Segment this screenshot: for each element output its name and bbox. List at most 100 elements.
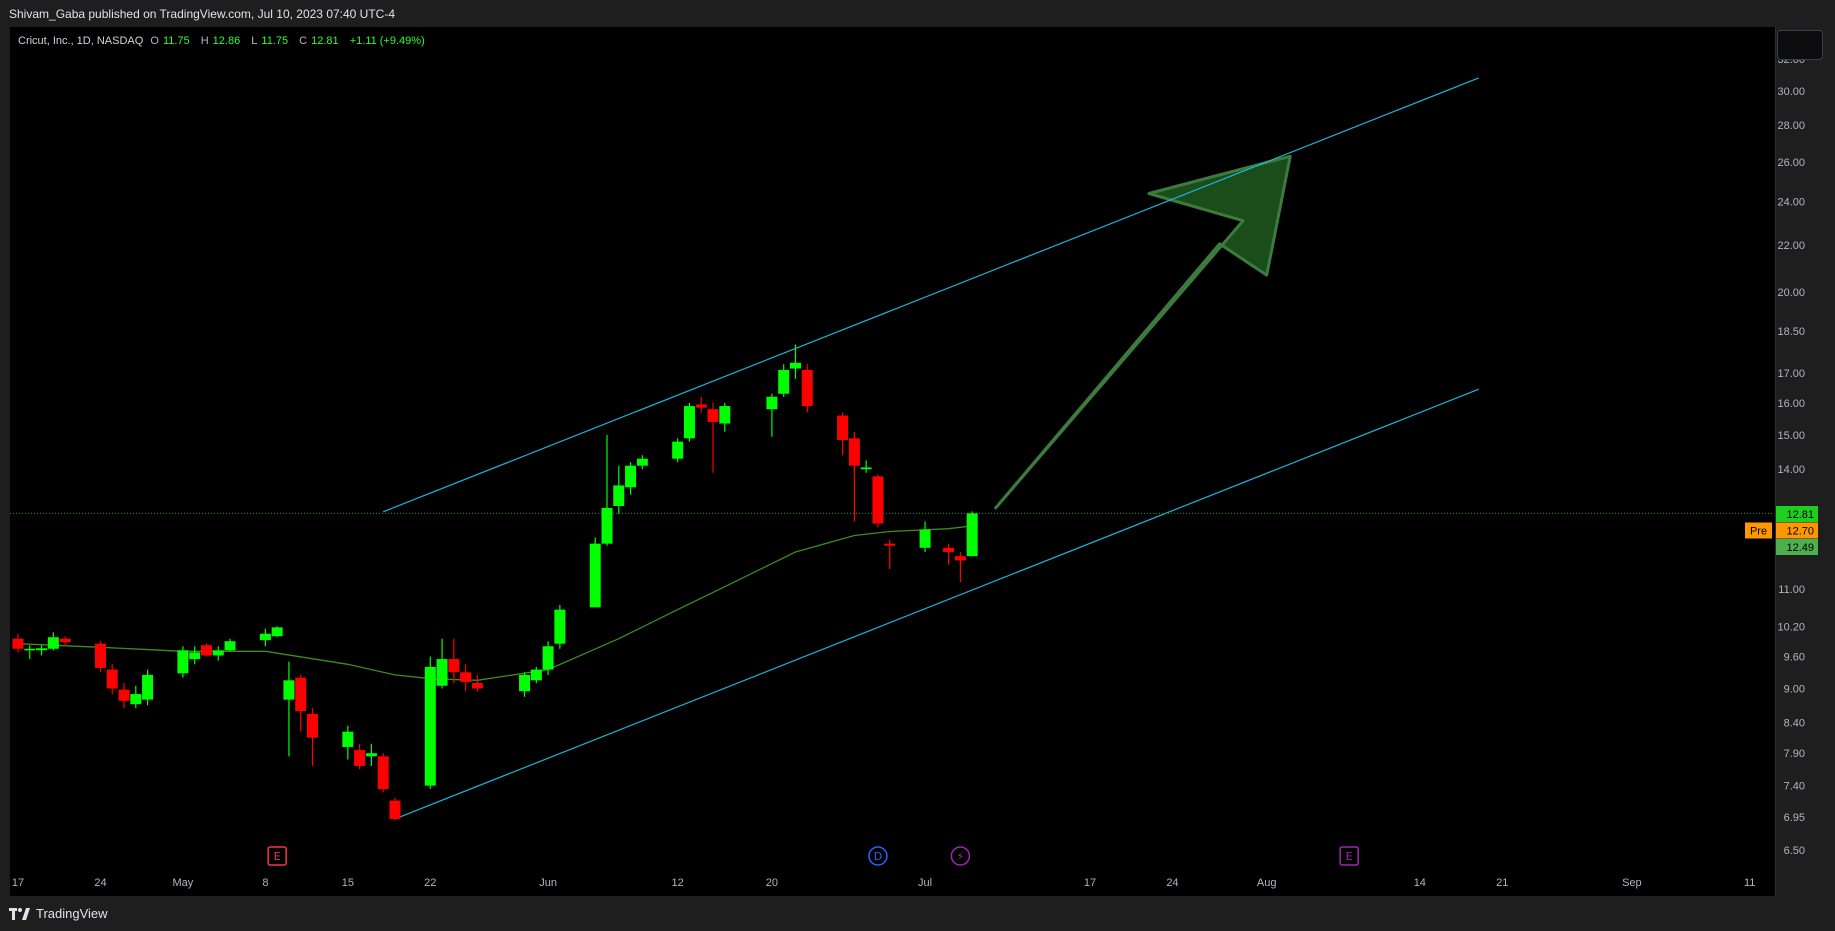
candle-body — [789, 362, 801, 369]
candle-body — [118, 689, 130, 701]
trend-channel[interactable] — [382, 77, 1479, 820]
x-tick-label: Sep — [1622, 877, 1642, 889]
x-tick-label: 22 — [424, 877, 436, 889]
candle-body — [672, 441, 684, 459]
candle — [860, 460, 872, 473]
candle-body — [860, 467, 872, 470]
candle — [837, 412, 849, 456]
candle-body — [448, 659, 460, 673]
event-marker-label: E — [274, 850, 281, 863]
candle — [625, 462, 637, 495]
candle-body — [954, 556, 966, 561]
candle — [789, 344, 801, 379]
arrow-drawing[interactable] — [994, 154, 1292, 510]
event-marker-label: E — [1346, 850, 1353, 863]
x-tick-label: 24 — [94, 877, 106, 889]
candle — [554, 604, 566, 649]
candle-body — [554, 609, 566, 644]
up-arrow-shape — [994, 154, 1292, 510]
candle-body — [24, 648, 36, 651]
candle-body — [354, 750, 366, 766]
candle — [118, 683, 130, 709]
event-marker: E — [267, 846, 287, 866]
candle-body — [943, 547, 955, 552]
x-tick-label: Jul — [918, 877, 932, 889]
y-tick-label: 6.95 — [1784, 812, 1805, 824]
y-tick-label: 17.00 — [1777, 368, 1805, 380]
moving-average — [17, 525, 973, 681]
ohlc-high: H 12.86 — [200, 35, 241, 47]
event-markers[interactable]: E D ⚡ E — [267, 846, 1359, 866]
ohlc-close: C 12.81 — [299, 35, 339, 47]
x-tick-label: 8 — [262, 877, 268, 889]
candle — [954, 551, 966, 583]
channel-upper-line — [382, 77, 1479, 513]
candle-body — [919, 529, 931, 548]
x-tick-label: Jun — [539, 877, 557, 889]
price-axis[interactable]: 6.506.957.407.908.409.009.6010.2011.0012… — [1777, 54, 1805, 857]
candle-body — [613, 485, 625, 507]
y-tick-label: 7.40 — [1784, 781, 1805, 793]
y-tick-label: 18.50 — [1777, 326, 1805, 338]
candle — [695, 396, 707, 413]
event-marker-label: D — [874, 850, 882, 863]
candle-body — [683, 406, 695, 439]
y-tick-label: 28.00 — [1777, 120, 1805, 132]
candle-body — [424, 666, 436, 786]
candle — [884, 539, 896, 570]
candle-body — [259, 633, 271, 641]
change-value: +1.11 (+9.49%) — [349, 35, 425, 47]
candle — [59, 636, 71, 647]
y-tick-label: 15.00 — [1777, 430, 1805, 442]
x-tick-label: 12 — [672, 877, 684, 889]
candle — [389, 797, 401, 821]
y-tick-label: 8.40 — [1784, 718, 1805, 730]
ma-price-badge-box — [1776, 539, 1818, 555]
candle-body — [94, 643, 106, 668]
candle-body — [130, 694, 142, 705]
event-marker-box — [267, 846, 287, 866]
candle-body — [307, 713, 318, 738]
candle-body — [601, 507, 613, 544]
ma-price-badge-text: 12.49 — [1786, 542, 1814, 554]
y-tick-label: 10.20 — [1777, 621, 1805, 633]
candle — [542, 641, 554, 675]
candle-body — [766, 396, 778, 410]
candle — [12, 633, 24, 653]
candle-body — [848, 438, 860, 466]
x-tick-label: 14 — [1414, 877, 1426, 889]
candle-body — [106, 669, 118, 689]
candle — [259, 628, 271, 647]
candle — [24, 645, 36, 660]
candle-body — [636, 458, 648, 466]
candle-body — [460, 672, 472, 682]
candle-body — [695, 404, 707, 408]
candle — [460, 664, 472, 692]
candle — [707, 402, 719, 473]
candle-body — [837, 415, 849, 440]
candle — [36, 645, 48, 656]
candle — [106, 664, 118, 695]
candle — [766, 393, 778, 437]
y-tick-label: 24.00 — [1777, 197, 1805, 209]
candle-body — [377, 756, 389, 790]
candle — [636, 455, 648, 470]
chart-area[interactable] — [10, 27, 1776, 896]
candle-body — [365, 753, 377, 757]
time-axis[interactable]: 17 24 May 8 15 22 Jun 12 20 Jul 17 24 Aug 14 21 Sep 11 — [12, 877, 1755, 889]
x-tick-label: Aug — [1257, 877, 1277, 889]
event-marker: E — [1339, 846, 1359, 866]
candle — [47, 632, 59, 651]
candle — [778, 364, 790, 397]
pre-label-badge: Pre — [1745, 522, 1772, 539]
event-marker-circle — [950, 846, 971, 866]
candle — [365, 743, 377, 766]
tradingview-logo[interactable]: TradingView — [9, 906, 108, 921]
symbol-name: Cricut, Inc., 1D, NASDAQ — [18, 35, 144, 47]
pre-price-badge-text: 12.70 — [1786, 526, 1814, 538]
candle-body — [719, 406, 731, 424]
candle — [872, 474, 884, 528]
price-chart[interactable]: E D ⚡ E 6.50 6.95 7.40 7.90 8.40 9.00 9.60 10.20 11… — [0, 0, 1835, 896]
candle-body — [471, 683, 483, 689]
chart-settings-button[interactable] — [1777, 30, 1823, 60]
